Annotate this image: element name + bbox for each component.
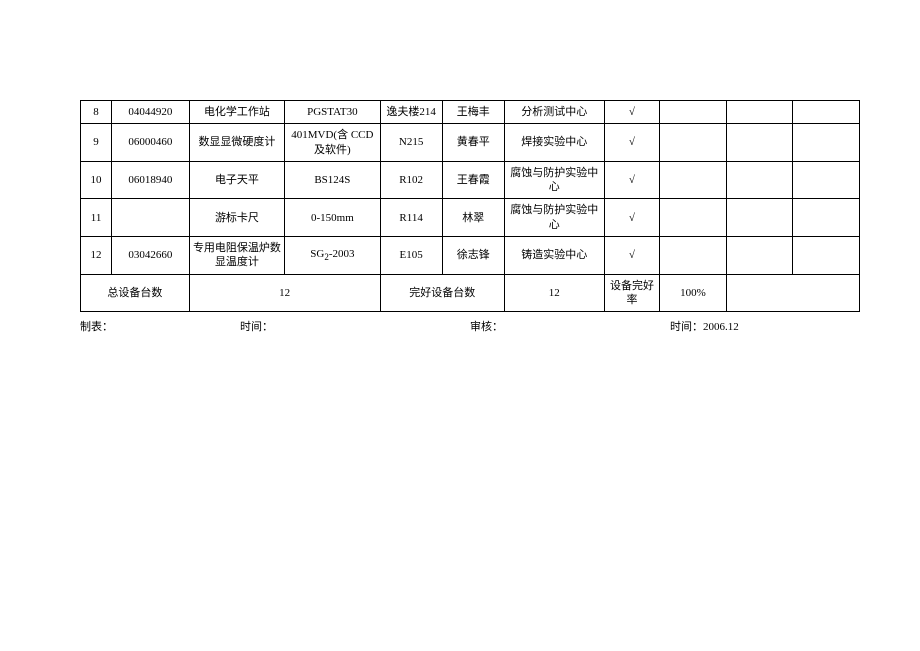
cell-col-c xyxy=(793,161,860,199)
reviewer-label: 审核： xyxy=(470,318,670,334)
cell-name: 电子天平 xyxy=(189,161,284,199)
cell-check: √ xyxy=(604,161,659,199)
summary-row: 总设备台数 12 完好设备台数 12 设备完好率 100% xyxy=(81,274,860,312)
cell-loc: R102 xyxy=(380,161,442,199)
cell-col-a xyxy=(660,161,727,199)
cell-spec: SG2-2003 xyxy=(285,237,380,275)
cell-name: 电化学工作站 xyxy=(189,101,284,124)
summary-tail xyxy=(726,274,859,312)
cell-code: 04044920 xyxy=(112,101,190,124)
cell-col-a xyxy=(660,124,727,162)
cell-code xyxy=(112,199,190,237)
rate-label: 设备完好率 xyxy=(604,274,659,312)
table-row: 906000460数显显微硬度计401MVD(含 CCD及软件)N215黄春平焊… xyxy=(81,124,860,162)
cell-spec: PGSTAT30 xyxy=(285,101,380,124)
table-row: 1203042660专用电阻保温炉数显温度计SG2-2003E105徐志锋铸造实… xyxy=(81,237,860,275)
cell-code: 06000460 xyxy=(112,124,190,162)
cell-check: √ xyxy=(604,199,659,237)
cell-person: 王梅丰 xyxy=(442,101,504,124)
cell-center: 焊接实验中心 xyxy=(504,124,604,162)
right-time: 时间：2006.12 xyxy=(670,318,860,334)
cell-idx: 8 xyxy=(81,101,112,124)
cell-check: √ xyxy=(604,101,659,124)
cell-code: 03042660 xyxy=(112,237,190,275)
footer-line: 制表： 时间： 审核： 时间：2006.12 xyxy=(80,318,860,334)
maker-label: 制表： xyxy=(80,318,240,334)
total-value: 12 xyxy=(189,274,380,312)
cell-loc: R114 xyxy=(380,199,442,237)
cell-center: 分析测试中心 xyxy=(504,101,604,124)
cell-person: 黄春平 xyxy=(442,124,504,162)
time-label: 时间： xyxy=(240,318,470,334)
cell-col-c xyxy=(793,124,860,162)
cell-idx: 11 xyxy=(81,199,112,237)
cell-center: 铸造实验中心 xyxy=(504,237,604,275)
cell-col-c xyxy=(793,237,860,275)
cell-center: 腐蚀与防护实验中心 xyxy=(504,161,604,199)
cell-check: √ xyxy=(604,237,659,275)
cell-col-a xyxy=(660,237,727,275)
cell-check: √ xyxy=(604,124,659,162)
cell-loc: E105 xyxy=(380,237,442,275)
cell-col-b xyxy=(726,237,793,275)
cell-idx: 12 xyxy=(81,237,112,275)
cell-name: 游标卡尺 xyxy=(189,199,284,237)
cell-loc: N215 xyxy=(380,124,442,162)
cell-name: 数显显微硬度计 xyxy=(189,124,284,162)
rate-value: 100% xyxy=(660,274,727,312)
table-row: 11 游标卡尺0-150mmR114林翠腐蚀与防护实验中心√ xyxy=(81,199,860,237)
cell-col-a xyxy=(660,101,727,124)
cell-person: 林翠 xyxy=(442,199,504,237)
total-label: 总设备台数 xyxy=(81,274,190,312)
cell-col-c xyxy=(793,101,860,124)
cell-code: 06018940 xyxy=(112,161,190,199)
cell-person: 徐志锋 xyxy=(442,237,504,275)
good-label: 完好设备台数 xyxy=(380,274,504,312)
cell-idx: 10 xyxy=(81,161,112,199)
good-value: 12 xyxy=(504,274,604,312)
cell-spec: BS124S xyxy=(285,161,380,199)
cell-person: 王春霞 xyxy=(442,161,504,199)
table-row: 1006018940电子天平BS124SR102王春霞腐蚀与防护实验中心√ xyxy=(81,161,860,199)
table-row: 804044920电化学工作站PGSTAT30逸夫楼214王梅丰分析测试中心√ xyxy=(81,101,860,124)
cell-loc: 逸夫楼214 xyxy=(380,101,442,124)
cell-center: 腐蚀与防护实验中心 xyxy=(504,199,604,237)
cell-col-b xyxy=(726,124,793,162)
cell-name: 专用电阻保温炉数显温度计 xyxy=(189,237,284,275)
cell-col-b xyxy=(726,199,793,237)
cell-col-a xyxy=(660,199,727,237)
cell-idx: 9 xyxy=(81,124,112,162)
cell-spec: 401MVD(含 CCD及软件) xyxy=(285,124,380,162)
cell-col-c xyxy=(793,199,860,237)
cell-spec: 0-150mm xyxy=(285,199,380,237)
cell-col-b xyxy=(726,161,793,199)
cell-col-b xyxy=(726,101,793,124)
equipment-table: 804044920电化学工作站PGSTAT30逸夫楼214王梅丰分析测试中心√9… xyxy=(80,100,860,312)
